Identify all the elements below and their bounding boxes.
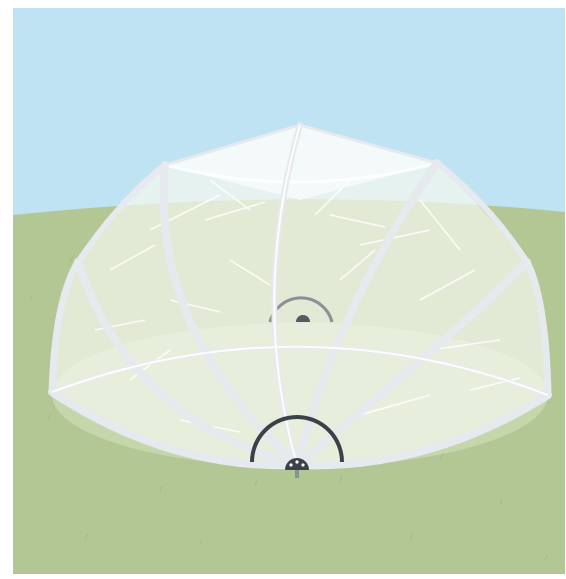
- front-hub: [285, 458, 309, 470]
- back-hub: [296, 315, 310, 322]
- grass-texture: [29, 255, 548, 561]
- hub-bolts: [289, 460, 305, 467]
- upper-rim: [164, 161, 438, 184]
- net-wall: [52, 125, 548, 466]
- pole-highlights: [51, 124, 549, 466]
- hub-stem: [295, 470, 299, 478]
- front-hub-arch: [250, 415, 344, 463]
- net-top-panel: [165, 125, 437, 200]
